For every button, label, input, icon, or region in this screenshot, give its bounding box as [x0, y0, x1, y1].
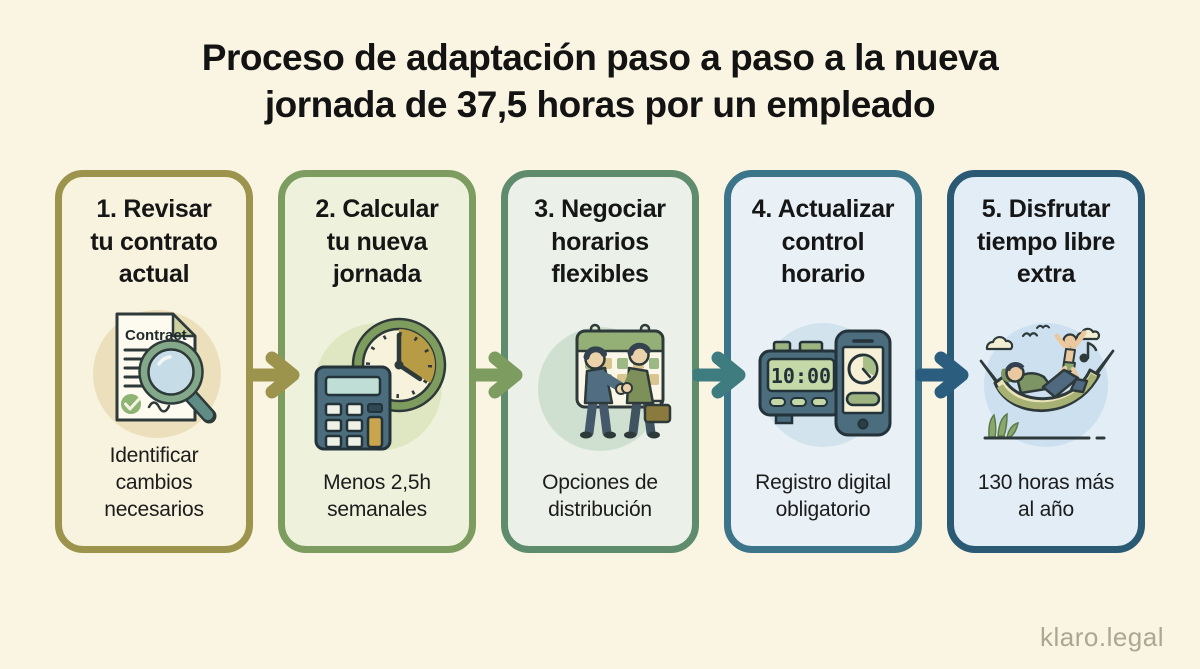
arrow-step3-to-step4-icon	[693, 351, 751, 399]
step-5-icon-box	[971, 305, 1121, 455]
contract-magnifier-icon: Contract	[93, 309, 221, 438]
step-1-heading: 1. Revisar tu contrato actual	[90, 195, 218, 288]
step-card-3: 3. Negociar horarios flexibles	[501, 170, 699, 553]
calculator-clock-icon	[314, 318, 447, 452]
digital-clock-phone-icon: 10:00	[758, 323, 892, 448]
svg-text:10:00: 10:00	[771, 364, 831, 388]
step-5-heading: 5. Disfrutar tiempo libre extra	[976, 195, 1116, 288]
step-3-heading: 3. Negociar horarios flexibles	[534, 195, 666, 288]
step-5-caption: 130 horas más al año	[977, 471, 1115, 522]
step-2-icon-box	[302, 305, 452, 455]
arrow-step4-to-step5-icon	[916, 351, 974, 399]
step-3-caption: Opciones de distribución	[542, 471, 658, 522]
step-4-icon-box: 10:00	[748, 305, 898, 455]
step-card-5: 5. Disfrutar tiempo libre extra	[947, 170, 1145, 553]
step-4-heading: 4. Actualizar control horario	[751, 195, 895, 288]
step-card-2: 2. Calcular tu nueva jornada	[278, 170, 476, 553]
handshake-calendar-icon	[538, 324, 672, 452]
step-1-icon-box: Contract	[79, 292, 229, 442]
steps-row: 1. Revisar tu contrato actual Contract	[55, 170, 1145, 553]
step-2-heading: 2. Calcular tu nueva jornada	[315, 195, 439, 288]
hammock-relax-icon	[979, 323, 1115, 448]
step-1-caption: Identificar cambios necesarios	[104, 444, 204, 522]
step-4-caption: Registro digital obligatorio	[755, 471, 891, 522]
step-card-1: 1. Revisar tu contrato actual Contract	[55, 170, 253, 553]
arrow-step2-to-step3-icon	[470, 351, 528, 399]
step-3-icon-box	[525, 305, 675, 455]
arrow-step1-to-step2-icon	[247, 351, 305, 399]
page-title: Proceso de adaptación paso a paso a la n…	[201, 37, 999, 126]
brand-watermark: klaro.legal	[1039, 622, 1164, 652]
step-2-caption: Menos 2,5h semanales	[323, 471, 431, 522]
step-card-4: 4. Actualizar control horario 10:00	[724, 170, 922, 553]
